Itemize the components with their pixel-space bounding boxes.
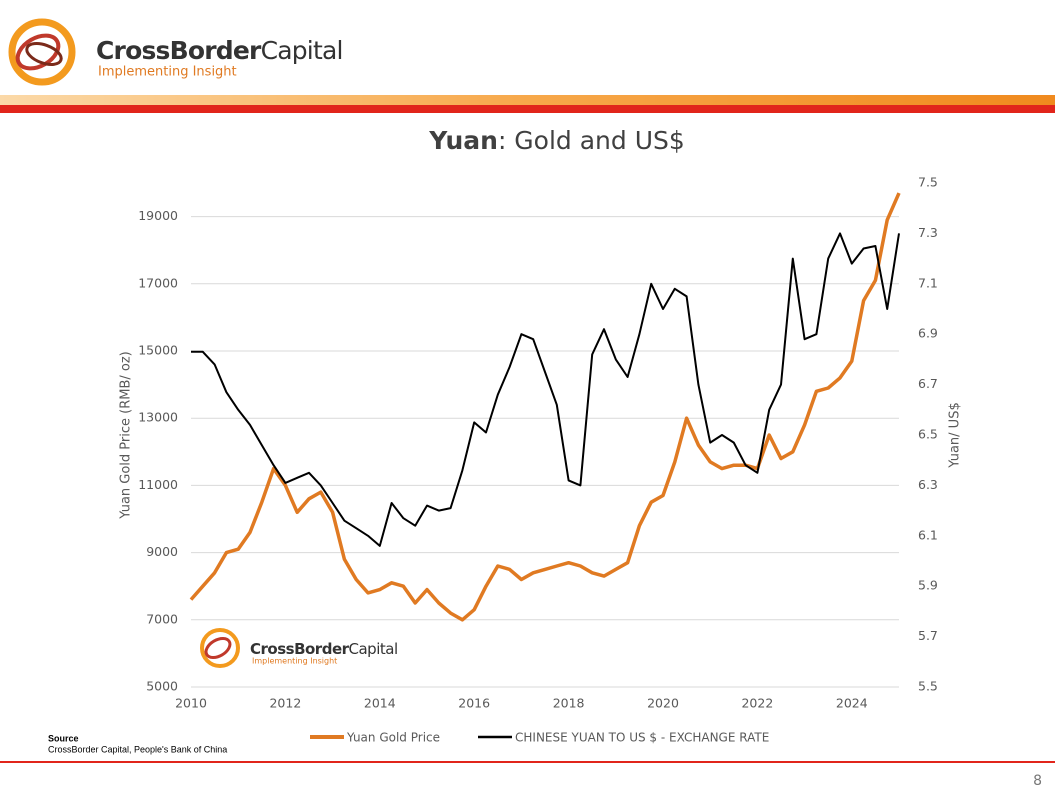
tagline: Implementing Insight [98, 65, 237, 80]
y2-tick-label: 6.5 [918, 427, 938, 442]
title-rest: : Gold and US$ [498, 126, 685, 155]
x-tick-label: 2014 [364, 696, 396, 711]
series-line [191, 232, 900, 547]
y2-tick-label: 7.1 [918, 275, 938, 290]
source-label: Source [48, 733, 79, 743]
x-tick-label: 2010 [175, 696, 207, 711]
y-tick-label: 11000 [138, 477, 178, 492]
x-tick-label: 2018 [553, 696, 585, 711]
y-tick-label: 5000 [146, 679, 178, 694]
watermark-ring [200, 628, 240, 668]
brand-bold: CrossBorder [96, 36, 262, 65]
watermark-swirl [204, 637, 232, 659]
header-stripe [0, 105, 1055, 113]
y-tick-label: 15000 [138, 343, 178, 358]
source-text: CrossBorder Capital, People's Bank of Ch… [48, 744, 227, 754]
chart-title: Yuan: Gold and US$ [428, 126, 685, 155]
y2-tick-label: 7.5 [918, 175, 938, 190]
y-tick-label: 19000 [138, 208, 178, 223]
brand-rest: Capital [261, 36, 343, 65]
y2-tick-label: 6.1 [918, 527, 938, 542]
brand: CrossBorderCapital [96, 36, 343, 65]
y2-tick-label: 6.7 [918, 376, 938, 391]
logo [8, 18, 76, 86]
footer-stripe [0, 761, 1055, 763]
x-tick-label: 2022 [741, 696, 773, 711]
y-tick-label: 7000 [146, 611, 178, 626]
y2-tick-label: 5.7 [918, 628, 938, 643]
y2-tick-label: 7.3 [918, 225, 938, 240]
watermark-brand: CrossBorderCapital [250, 640, 398, 658]
logo-swirl [25, 42, 63, 66]
y-tick-label: 9000 [146, 544, 178, 559]
watermark-brand-rest: Capital [349, 640, 398, 658]
plot: 5000 7000 9000 11000 13000 15000 17000 19000 5.5… [138, 175, 938, 745]
title-bold: Yuan [428, 126, 498, 155]
legend-label: Yuan Gold Price [346, 731, 440, 745]
series-line [189, 192, 901, 622]
x-tick-label: 2016 [458, 696, 490, 711]
y-tick-label: 17000 [138, 275, 178, 290]
watermark: CrossBorderCapital Implementing Insight [200, 628, 398, 668]
x-tick-label: 2012 [269, 696, 301, 711]
y2-axis-label: Yuan/ US$ [948, 402, 963, 468]
y2-tick-label: 5.5 [918, 679, 938, 694]
x-tick-label: 2020 [647, 696, 679, 711]
y-tick-label: 13000 [138, 410, 178, 425]
header-band [0, 95, 1055, 105]
watermark-tagline: Implementing Insight [252, 657, 337, 666]
y2-tick-label: 5.9 [918, 578, 938, 593]
y-axis-label: Yuan Gold Price (RMB/ oz) [119, 351, 134, 520]
logo-ring [8, 18, 76, 86]
y2-tick-label: 6.3 [918, 477, 938, 492]
y2-tick-label: 6.9 [918, 326, 938, 341]
page-number: 8 [1033, 773, 1042, 789]
legend-label: CHINESE YUAN TO US $ - EXCHANGE RATE [515, 731, 769, 745]
x-tick-label: 2024 [836, 696, 868, 711]
watermark-brand-bold: CrossBorder [250, 640, 350, 658]
